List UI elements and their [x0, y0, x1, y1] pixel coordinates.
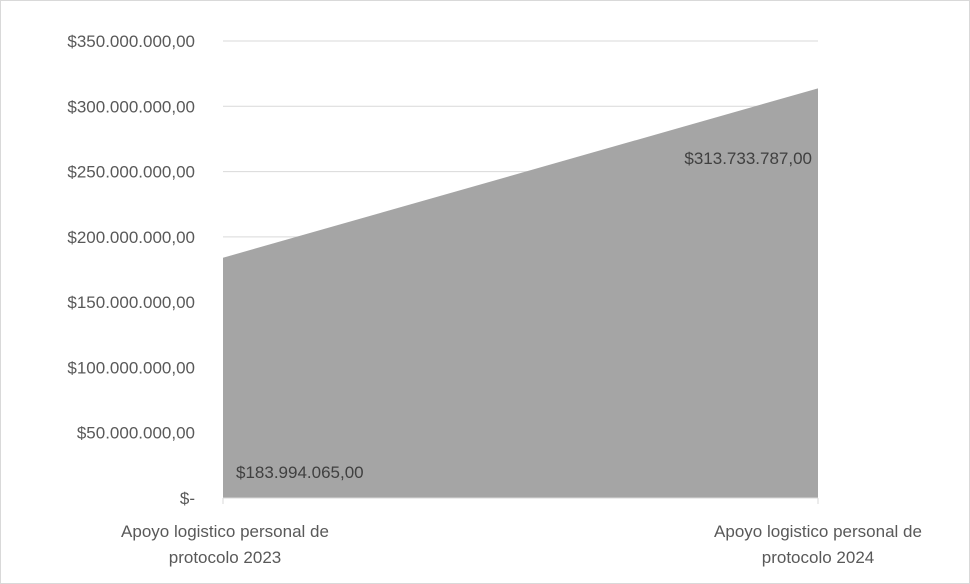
x-category-label: Apoyo logistico personal de protocolo 202…: [121, 522, 329, 567]
y-tick-label: $50.000.000,00: [77, 424, 195, 443]
data-label: $313.733.787,00: [684, 149, 812, 168]
y-tick-label: $250.000.000,00: [67, 163, 195, 182]
y-tick-label: $300.000.000,00: [67, 97, 195, 116]
y-tick-label: $150.000.000,00: [67, 293, 195, 312]
y-tick-label: $200.000.000,00: [67, 228, 195, 247]
x-category-label-line: Apoyo logistico personal de: [121, 522, 329, 541]
x-category-label-line: Apoyo logistico personal de: [714, 522, 922, 541]
data-label: $183.994.065,00: [236, 463, 364, 482]
y-tick-label: $-: [180, 489, 195, 508]
x-category-label-line: protocolo 2024: [762, 548, 874, 567]
area-series: [223, 88, 818, 499]
y-tick-label: $100.000.000,00: [67, 358, 195, 377]
x-category-label-line: protocolo 2023: [169, 548, 281, 567]
y-tick-label: $350.000.000,00: [67, 32, 195, 51]
x-category-label: Apoyo logistico personal de protocolo 202…: [714, 522, 922, 567]
